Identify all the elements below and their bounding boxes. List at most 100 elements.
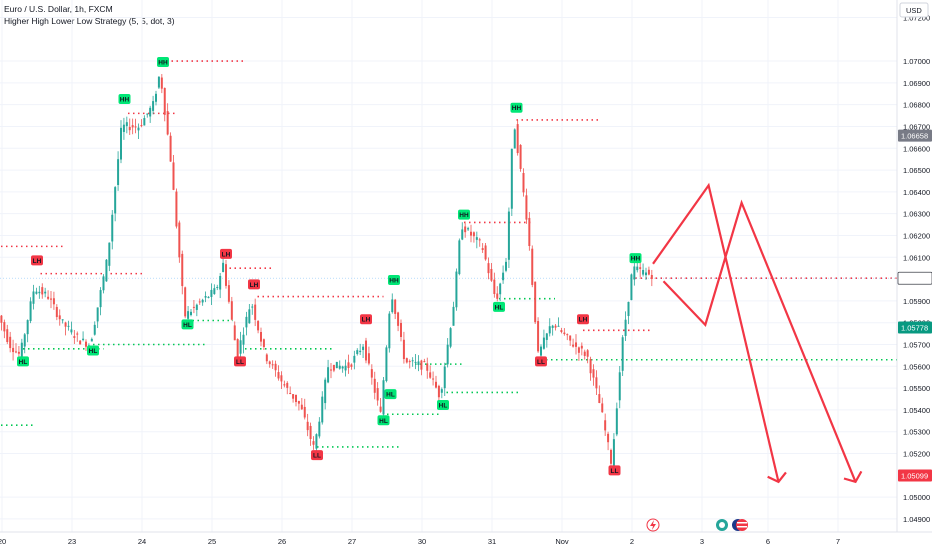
candle-body	[120, 127, 122, 160]
candle-body	[175, 191, 178, 227]
swing-label-box	[157, 56, 169, 67]
candle-body	[166, 111, 169, 135]
projection-arrow-head	[767, 471, 787, 484]
candle-body	[545, 333, 548, 340]
swing-label-lh: LH	[31, 255, 43, 266]
price-tick-label: 1.05300	[903, 428, 930, 437]
candle-body	[569, 335, 572, 341]
swing-label-text: LL	[236, 359, 244, 366]
candle-body	[507, 211, 510, 260]
candle-body	[467, 228, 470, 230]
candle-body	[64, 322, 67, 327]
candle-body	[475, 237, 478, 240]
swing-label-lh: LH	[577, 314, 589, 325]
swing-label-text: HH	[120, 97, 130, 104]
price-tick-label: 1.06800	[903, 101, 930, 110]
candle-body	[155, 93, 157, 102]
candle-body	[70, 329, 73, 333]
swing-label-hl: HL	[377, 415, 390, 426]
price-axis[interactable]: 1.072001.070001.069001.068001.067001.066…	[896, 0, 932, 550]
candle-body	[137, 127, 140, 131]
candle-body	[528, 217, 531, 246]
swing-label-box	[377, 415, 390, 426]
price-tick-label: 1.06100	[903, 253, 930, 262]
candle-body	[502, 272, 505, 281]
price-tick-label: 1.07000	[903, 57, 930, 66]
candle-body	[572, 344, 575, 347]
time-tick-label: 3	[700, 537, 704, 546]
candle-body	[367, 353, 370, 364]
candle-body	[76, 333, 79, 335]
candle-body	[268, 361, 271, 365]
price-tick-label: 1.06700	[903, 122, 930, 131]
candle-body	[289, 393, 292, 395]
swing-label-ll: LL	[608, 465, 621, 476]
candle-body	[225, 264, 227, 286]
time-axis[interactable]: 2023242526273031Nov2367	[0, 531, 932, 546]
candle-body	[292, 394, 295, 399]
indicator-title[interactable]: Higher High Lower Low Strategy (5, 5, do…	[4, 16, 175, 26]
candle-body	[12, 347, 15, 353]
candle-body	[557, 325, 560, 327]
candle-body	[29, 301, 32, 322]
projection-arrows	[652, 182, 863, 484]
candle-body	[577, 347, 580, 353]
candle-body	[647, 269, 650, 275]
swing-label-text: LH	[222, 251, 231, 258]
price-tag-value: 1.05099	[901, 472, 928, 481]
bottom-icons[interactable]	[646, 518, 748, 532]
time-tick-label: 20	[0, 537, 6, 546]
candle-body	[487, 263, 490, 274]
candle-body	[347, 362, 350, 369]
candle-body	[15, 351, 17, 353]
swing-label-text: LH	[250, 282, 259, 289]
time-tick-label: 6	[766, 537, 770, 546]
price-tick-label: 1.06300	[903, 210, 930, 219]
candle-body	[295, 394, 297, 403]
candle-body	[551, 325, 554, 328]
price-tag-value: 1.06004	[901, 274, 928, 283]
swing-label-box	[384, 389, 397, 400]
candle-body	[85, 341, 87, 347]
symbol-title[interactable]: Euro / U.S. Dollar, 1h, FXCM	[4, 4, 113, 14]
candle-body	[283, 384, 286, 386]
candle-body	[216, 286, 219, 288]
candle-body	[207, 296, 210, 298]
time-tick-label: 25	[208, 537, 216, 546]
candle-body	[58, 315, 61, 320]
candle-body	[134, 126, 137, 128]
swing-label-hh: HH	[388, 274, 400, 285]
candle-body	[300, 404, 303, 410]
swing-label-box	[220, 248, 232, 259]
swing-label-box	[234, 356, 246, 367]
candle-body	[426, 363, 429, 371]
candle-body	[44, 291, 47, 294]
candle-body	[432, 378, 435, 380]
candle-body	[79, 340, 82, 345]
candle-body	[251, 306, 254, 308]
candle-body	[493, 279, 496, 295]
candle-body	[67, 325, 70, 327]
candle-body	[522, 172, 525, 193]
candle-body	[131, 125, 134, 128]
time-tick-label: 24	[138, 537, 146, 546]
candle-body	[99, 290, 102, 308]
candle-body	[20, 342, 23, 358]
candle-body	[607, 433, 610, 443]
candle-body	[274, 363, 277, 371]
swing-label-box	[535, 356, 547, 367]
candle-body	[332, 364, 335, 371]
candle-body	[429, 372, 432, 378]
swing-label-text: HH	[389, 277, 399, 284]
candle-body	[598, 394, 601, 404]
candle-body	[499, 283, 502, 295]
candle-body	[437, 385, 440, 398]
candle-body	[41, 287, 44, 295]
time-tick-label: 7	[836, 537, 840, 546]
candle-body	[125, 122, 128, 127]
currency-flags-icon	[732, 519, 748, 531]
swing-label-box	[437, 400, 449, 410]
swing-label-box	[87, 345, 99, 356]
candle-body	[26, 320, 29, 335]
